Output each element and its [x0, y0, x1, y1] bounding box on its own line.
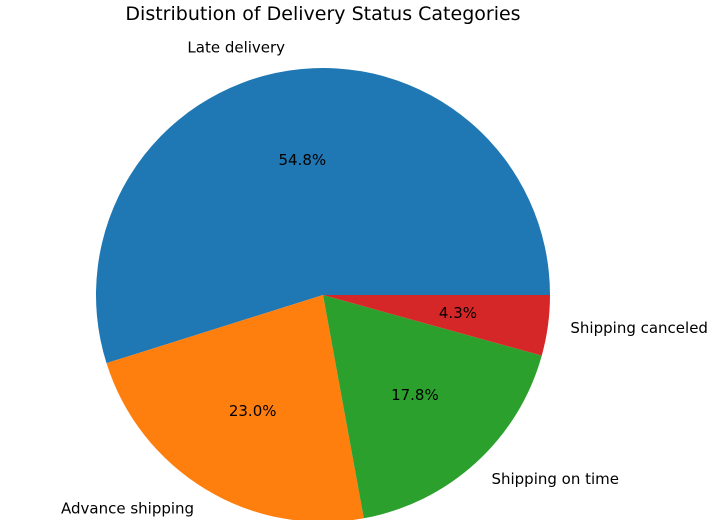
slice-label-shipping-canceled: Shipping canceled — [570, 319, 708, 337]
chart-title: Distribution of Delivery Status Categori… — [125, 3, 520, 25]
pie-slices — [95, 67, 550, 520]
pie-labels: 54.8% Late delivery 23.0% Advance shipping 1… — [61, 39, 708, 518]
slice-label-shipping-on-time: Shipping on time — [491, 470, 619, 488]
slice-shipping-canceled — [323, 295, 550, 356]
pct-label-shipping-on-time: 17.8% — [391, 386, 439, 404]
slice-label-advance-shipping: Advance shipping — [61, 499, 194, 517]
pct-label-late-delivery: 54.8% — [278, 151, 326, 169]
pct-label-advance-shipping: 23.0% — [229, 402, 277, 420]
slice-advance-shipping — [106, 295, 364, 520]
slice-label-late-delivery: Late delivery — [187, 39, 285, 57]
slice-shipping-on-time — [323, 295, 542, 519]
slice-late-delivery — [95, 67, 550, 364]
pct-label-shipping-canceled: 4.3% — [439, 304, 477, 322]
